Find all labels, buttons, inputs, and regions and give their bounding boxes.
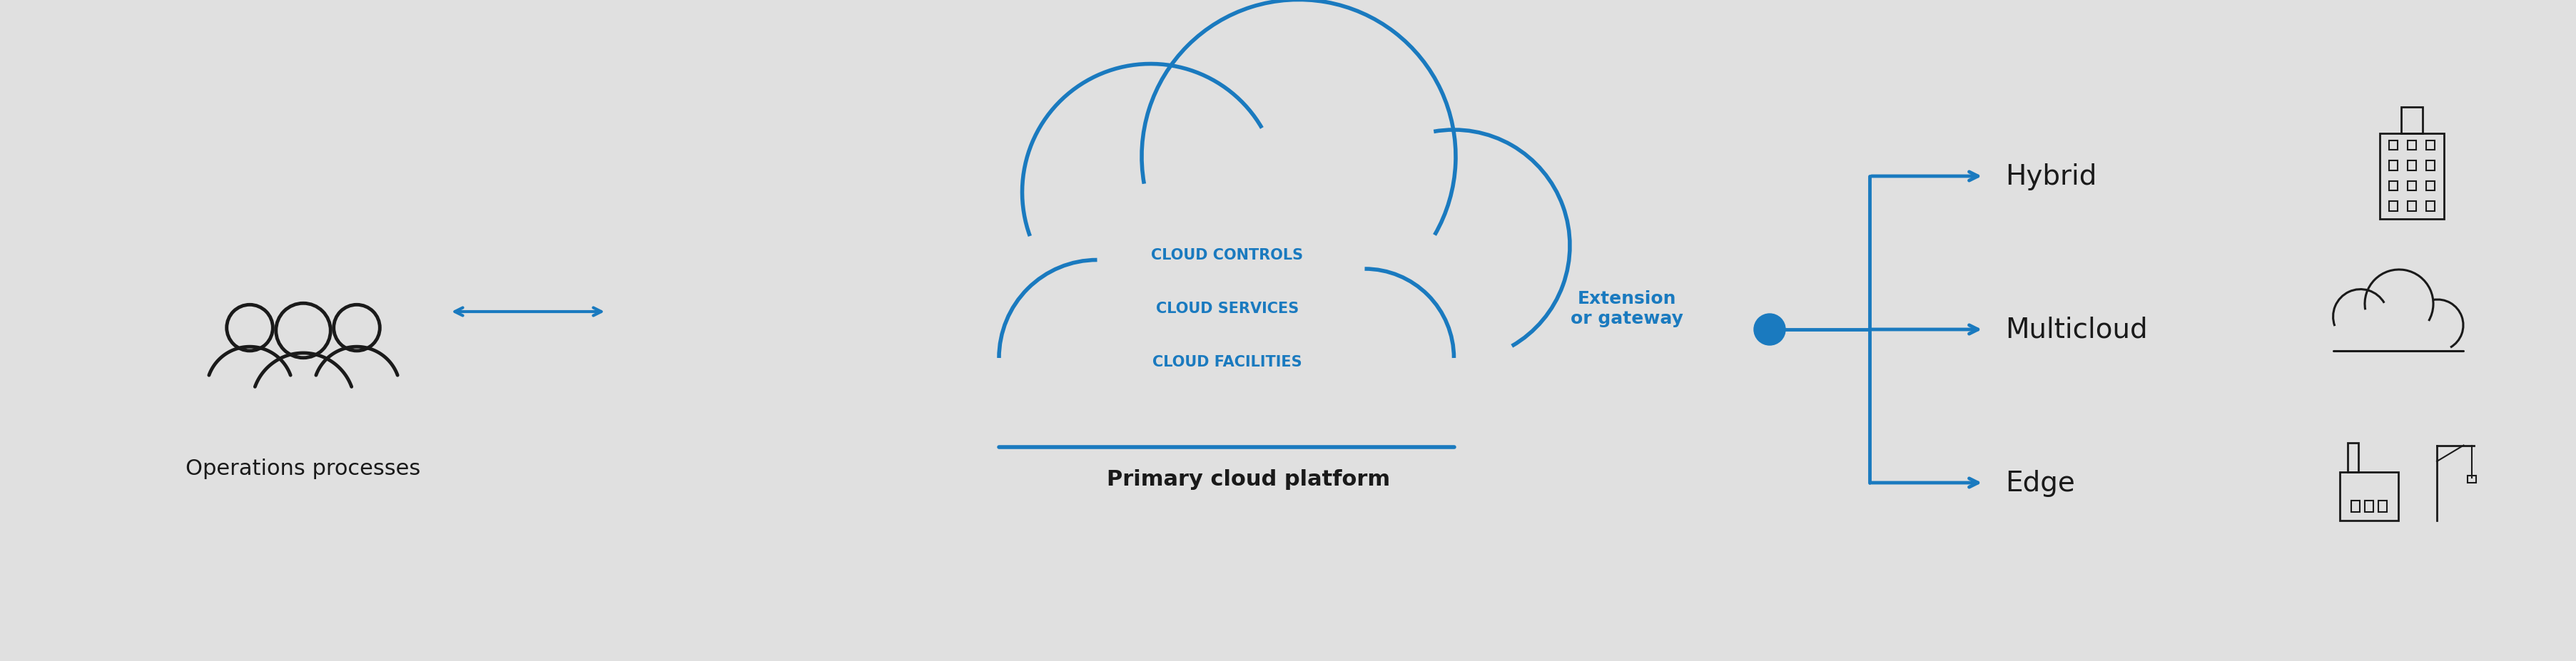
Text: CLOUD CONTROLS: CLOUD CONTROLS — [1151, 248, 1303, 262]
Text: Operations processes: Operations processes — [185, 458, 420, 479]
Text: CLOUD SERVICES: CLOUD SERVICES — [1157, 301, 1298, 315]
Bar — [2378, 500, 2388, 512]
Bar — [2468, 475, 2476, 483]
Bar — [2388, 141, 2398, 151]
Bar — [2427, 161, 2434, 171]
Bar — [2347, 443, 2360, 472]
Bar — [2409, 202, 2416, 212]
Text: CLOUD FACILITIES: CLOUD FACILITIES — [1151, 355, 1301, 369]
Bar — [2409, 182, 2416, 191]
Bar — [2388, 182, 2398, 191]
Bar — [2409, 161, 2416, 171]
Text: Extension
or gateway: Extension or gateway — [1571, 290, 1682, 327]
Bar — [2365, 500, 2372, 512]
Bar — [2339, 472, 2398, 520]
Circle shape — [1754, 314, 1785, 346]
Text: Hybrid: Hybrid — [2004, 163, 2097, 190]
Bar — [2427, 182, 2434, 191]
Text: Primary cloud platform: Primary cloud platform — [1108, 469, 1391, 490]
Bar — [2427, 141, 2434, 151]
Bar — [2409, 141, 2416, 151]
Text: Multicloud: Multicloud — [2004, 316, 2148, 343]
Text: Edge: Edge — [2004, 469, 2076, 496]
Bar — [2427, 202, 2434, 212]
Bar — [2388, 161, 2398, 171]
Bar — [2352, 500, 2360, 512]
Bar — [2388, 202, 2398, 212]
